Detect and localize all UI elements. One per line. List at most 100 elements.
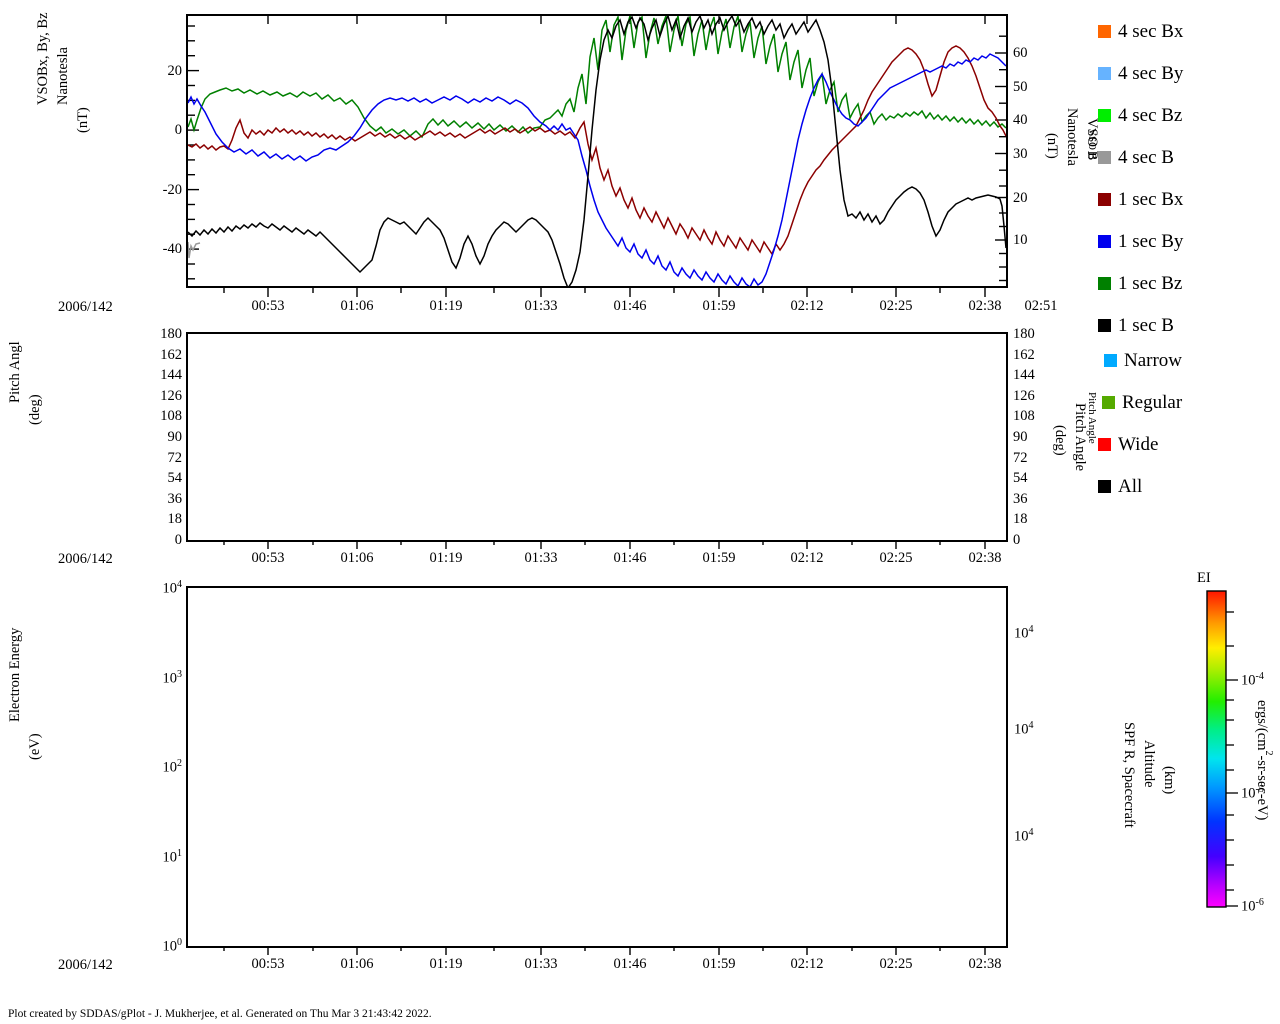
p2-ytick-4: 108 bbox=[160, 408, 182, 425]
legend-item-9[interactable]: Regular bbox=[1102, 393, 1182, 412]
p2-ytick-10: 0 bbox=[174, 531, 182, 548]
p3-xtick-1: 01:06 bbox=[340, 956, 374, 972]
p2-xtick-1: 01:06 bbox=[340, 550, 374, 566]
p2-xtick-7: 02:25 bbox=[879, 550, 913, 566]
p3-rytick-2: 104 bbox=[1014, 826, 1034, 845]
panel-pitch-angle bbox=[186, 332, 1008, 542]
legend-swatch-5 bbox=[1098, 235, 1111, 248]
colorbar-unit-label: ergs/(cm2-sr-sec-eV) bbox=[1254, 700, 1274, 821]
p2-rytick-3: 126 bbox=[1013, 387, 1035, 404]
p1-xtick-7: 02:25 bbox=[879, 298, 913, 314]
legend-swatch-10 bbox=[1098, 438, 1111, 451]
legend-item-4[interactable]: 1 sec Bx bbox=[1098, 190, 1183, 209]
legend-swatch-6 bbox=[1098, 277, 1111, 290]
p1-xtick-5: 01:59 bbox=[702, 298, 736, 314]
p3-xtick-8: 02:38 bbox=[968, 956, 1002, 972]
legend-item-8[interactable]: Narrow bbox=[1104, 351, 1182, 370]
legend-label-4: 1 sec Bx bbox=[1118, 189, 1184, 210]
p1-rytick-10: 10 bbox=[1013, 231, 1028, 248]
p3-ytick-3: 103 bbox=[162, 668, 183, 687]
p2-xtick-8: 02:38 bbox=[968, 550, 1002, 566]
p2-rytick-0: 180 bbox=[1013, 325, 1035, 342]
p2-ylabel-right: Pitch Angle bbox=[1072, 403, 1088, 472]
legend-label-1: 4 sec By bbox=[1118, 63, 1184, 84]
p3-ytick-4: 104 bbox=[162, 578, 183, 597]
panel-electron-spectrogram bbox=[186, 586, 1008, 948]
legend-swatch-3 bbox=[1098, 151, 1111, 164]
legend-label-5: 1 sec By bbox=[1118, 231, 1184, 252]
p1-ytick-20: 20 bbox=[167, 62, 183, 79]
p2-rytick-8: 36 bbox=[1013, 490, 1028, 507]
legend-item-11[interactable]: All bbox=[1098, 477, 1142, 496]
p2-rytick-9: 18 bbox=[1013, 511, 1028, 528]
p3-xtick-0: 00:53 bbox=[251, 956, 285, 972]
p3-rytick-0: 104 bbox=[1014, 623, 1034, 642]
legend-item-10[interactable]: Wide bbox=[1098, 435, 1158, 454]
p2-ytick-2: 144 bbox=[160, 366, 182, 383]
p3-ytick-1: 101 bbox=[162, 847, 183, 866]
legend-label-7: 1 sec B bbox=[1118, 315, 1174, 336]
p3-ylabel-left-2: (eV) bbox=[27, 733, 43, 760]
legend-label-8: Narrow bbox=[1124, 350, 1183, 371]
legend-item-1[interactable]: 4 sec By bbox=[1098, 64, 1183, 83]
p3-ytick-0: 100 bbox=[162, 936, 183, 955]
p2-ytick-8: 36 bbox=[167, 490, 183, 507]
p2-ylabel-left-2: (deg) bbox=[27, 394, 43, 425]
p1-rytick-20: 20 bbox=[1013, 189, 1028, 206]
p3-ylabel-right: SPF R, Spacecraft bbox=[1121, 722, 1137, 828]
p3-rytick-1: 104 bbox=[1014, 719, 1034, 738]
footer-credit: Plot created by SDDAS/gPlot - J. Mukherj… bbox=[8, 1008, 432, 1020]
p2-rytick-10: 0 bbox=[1013, 531, 1021, 548]
p1-rytick-50: 50 bbox=[1013, 78, 1028, 95]
legend-swatch-8 bbox=[1104, 354, 1117, 367]
p1-xtick-0: 00:53 bbox=[251, 298, 285, 314]
legend-swatch-4 bbox=[1098, 193, 1111, 206]
colorbar-gradient bbox=[1206, 590, 1227, 908]
p2-ytick-1: 162 bbox=[160, 346, 182, 363]
p2-ytick-9: 18 bbox=[167, 511, 183, 528]
p1-rytick-40: 40 bbox=[1013, 111, 1028, 128]
p1-ylabel-left-3: (nT) bbox=[75, 107, 91, 133]
p1-xtick-4: 01:46 bbox=[613, 298, 647, 314]
colorbar-ticks bbox=[1226, 611, 1238, 907]
p3-ylabel-right-2: Altitude bbox=[1141, 740, 1157, 788]
p1-xtick-9: 02:51 bbox=[1024, 298, 1058, 314]
p3-xtick-2: 01:19 bbox=[429, 956, 463, 972]
legend-item-3[interactable]: 4 sec B bbox=[1098, 148, 1174, 167]
p2-ytick-5: 90 bbox=[167, 428, 183, 445]
p2-xtick-6: 02:12 bbox=[790, 550, 824, 566]
p2-xtick-2: 01:19 bbox=[429, 550, 463, 566]
p1-ytick-0: 0 bbox=[174, 121, 182, 138]
legend-item-5[interactable]: 1 sec By bbox=[1098, 232, 1183, 251]
p1-xtick-1: 01:06 bbox=[340, 298, 374, 314]
p2-ytick-7: 54 bbox=[167, 469, 183, 486]
p2-rytick-1: 162 bbox=[1013, 346, 1035, 363]
p1-xtick-3: 01:33 bbox=[524, 298, 558, 314]
legend-item-6[interactable]: 1 sec Bz bbox=[1098, 274, 1182, 293]
panel1-traces bbox=[188, 16, 1006, 286]
p2-ylabel-right-2: (deg) bbox=[1052, 425, 1068, 456]
p1-ylabel-left: VSOBx, By, Bz bbox=[35, 12, 51, 105]
p3-xtick-7: 02:25 bbox=[879, 956, 913, 972]
legend-item-2[interactable]: 4 sec Bz bbox=[1098, 106, 1182, 125]
p3-ylabel-right-3: (km) bbox=[1161, 766, 1177, 795]
p1-ylabel-right: VSO B bbox=[1084, 118, 1100, 161]
p3-ytick-2: 102 bbox=[162, 757, 183, 776]
p2-ytick-6: 72 bbox=[167, 449, 183, 466]
legend-label-10: Wide bbox=[1118, 434, 1159, 455]
p2-date-label: 2006/142 bbox=[58, 551, 113, 567]
legend-swatch-9 bbox=[1102, 396, 1115, 409]
p2-rytick-5: 90 bbox=[1013, 428, 1028, 445]
p1-date-label: 2006/142 bbox=[58, 299, 113, 315]
p3-xtick-4: 01:46 bbox=[613, 956, 647, 972]
legend-label-9: Regular bbox=[1122, 392, 1183, 413]
p1-ytick-m20: -20 bbox=[162, 181, 182, 198]
legend-swatch-2 bbox=[1098, 109, 1111, 122]
legend-swatch-7 bbox=[1098, 319, 1111, 332]
legend-item-7[interactable]: 1 sec B bbox=[1098, 316, 1174, 335]
legend-group-magnetic: VSO B bbox=[1086, 128, 1098, 161]
colorbar-tick-0: 10-4 bbox=[1241, 670, 1264, 689]
legend-item-0[interactable]: 4 sec Bx bbox=[1098, 22, 1183, 41]
p1-ylabel-right-2: Nanotesla bbox=[1064, 108, 1080, 166]
